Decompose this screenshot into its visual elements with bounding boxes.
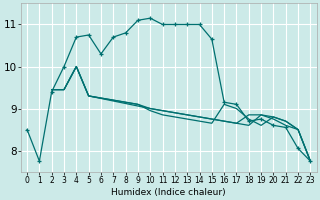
X-axis label: Humidex (Indice chaleur): Humidex (Indice chaleur) [111,188,226,197]
